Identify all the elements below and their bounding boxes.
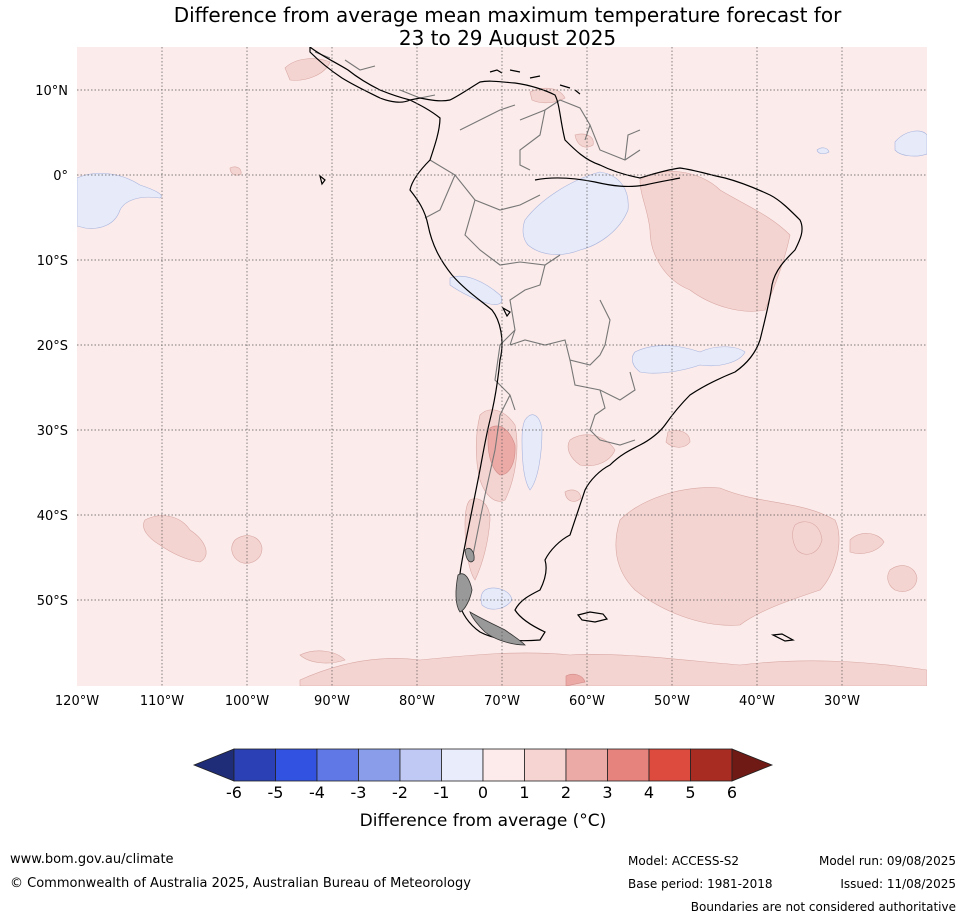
issued-text: Issued: 11/08/2025 (840, 877, 956, 891)
lat-label-30s: 30°S (37, 424, 68, 439)
disclaimer-text: Boundaries are not considered authoritat… (690, 900, 956, 914)
colorbar-tick-label: -4 (309, 783, 325, 802)
lon-label-90w: 90°W (314, 694, 350, 709)
coastlines (309, 47, 803, 642)
coast-lake-titicaca (501, 306, 511, 318)
warm-area-pacific-2 (231, 535, 263, 564)
title-line-2: 23 to 29 August 2025 (398, 26, 617, 50)
colorbar-segment (441, 748, 484, 782)
coast-amazon-river (534, 177, 681, 188)
lon-label-60w: 60°W (569, 694, 605, 709)
cool-area-bolivia (449, 275, 503, 305)
colorbar-tick-label: -3 (351, 783, 367, 802)
colorbar-tick-label: 0 (478, 783, 488, 802)
lat-label-40s: 40°S (37, 509, 68, 524)
coast-caribbean-islands (489, 69, 581, 95)
lat-label-50s: 50°S (37, 594, 68, 609)
base-period-text: Base period: 1981-2018 (628, 877, 773, 891)
strong-warm-area-southern-ocean (565, 673, 586, 686)
warm-area-east-atlantic (887, 565, 918, 592)
colorbar-segment (607, 748, 650, 782)
warm-area-atlantic-small-2 (849, 533, 885, 554)
lon-label-100w: 100°W (225, 694, 269, 709)
chile-fjords (455, 547, 526, 646)
website-text: www.bom.gov.au/climate (10, 852, 174, 867)
coast-galapagos (318, 174, 326, 186)
lat-label-10n: 10°N (35, 84, 68, 99)
colorbar-tick-label: 2 (561, 783, 571, 802)
strong-warm-area-central-chile (487, 425, 516, 476)
lon-label-80w: 80°W (399, 694, 435, 709)
coast-central-america (309, 47, 412, 103)
colorbar-segment (399, 748, 442, 782)
latitude-labels: 10°N 0° 10°S 20°S 30°S 40°S 50°S (35, 84, 68, 609)
colorbar-segment (233, 748, 276, 782)
cool-area-equatorial-atlantic (894, 130, 927, 157)
colorbar-segment (482, 748, 525, 782)
warm-area-brazil-northeast (639, 170, 791, 312)
warm-area-pacific-3 (299, 650, 346, 664)
cool-area-atlantic-small (816, 147, 830, 155)
warm-area-southern-ocean (299, 652, 927, 686)
colorbar-segment (565, 748, 608, 782)
colorbar-segment (648, 748, 691, 782)
warm-area-caribbean (284, 58, 331, 81)
colorbar-segment (358, 748, 401, 782)
colorbar-extend-low (192, 748, 235, 782)
lon-label-30w: 30°W (824, 694, 860, 709)
cool-area-brazil-southeast (631, 345, 746, 374)
warm-area-argentina-small (564, 489, 582, 502)
copyright-text: © Commonwealth of Australia 2025, Austra… (10, 876, 471, 891)
cool-anomaly-areas (77, 130, 927, 610)
cool-area-east-pacific (77, 173, 162, 229)
lon-label-50w: 50°W (654, 694, 690, 709)
colorbar-tick-label: -5 (268, 783, 284, 802)
title-line-1: Difference from average mean maximum tem… (173, 3, 842, 27)
cool-area-argentina (521, 414, 543, 491)
colorbar-tick-label: 4 (644, 783, 654, 802)
colorbar-segment (275, 748, 318, 782)
model-run-text: Model run: 09/08/2025 (818, 854, 956, 868)
warm-area-uruguay (567, 434, 616, 467)
model-text: Model: ACCESS-S2 (628, 854, 740, 868)
colorbar-tick-label: -2 (392, 783, 408, 802)
colorbar-tick-label: 3 (602, 783, 612, 802)
lon-label-70w: 70°W (484, 694, 520, 709)
colorbar (192, 748, 774, 782)
coast-south-georgia (770, 633, 795, 642)
lon-label-110w: 110°W (140, 694, 184, 709)
colorbar-tick-label: 1 (519, 783, 529, 802)
lon-label-40w: 40°W (739, 694, 775, 709)
colorbar-tick-label: -6 (226, 783, 242, 802)
warm-area-south-atlantic (615, 487, 840, 626)
lat-label-20s: 20°S (37, 339, 68, 354)
national-borders (314, 51, 641, 561)
colorbar-label: Difference from average (°C) (360, 811, 607, 831)
warm-area-guiana (574, 133, 594, 148)
lat-label-10s: 10°S (37, 254, 68, 269)
colorbar-tick-label: -1 (434, 783, 450, 802)
cool-area-amazon (522, 171, 629, 255)
lat-label-0: 0° (53, 169, 68, 184)
graticule (77, 47, 927, 686)
coast-south-america (408, 80, 803, 642)
warm-area-atlantic-small (792, 521, 823, 555)
warm-area-pacific-1 (143, 515, 207, 563)
lon-label-120w: 120°W (55, 694, 99, 709)
warm-area-pacific-4 (229, 166, 242, 176)
colorbar-tick-labels: -6 -5 -4 -3 -2 -1 0 1 2 3 4 5 6 (226, 783, 737, 802)
strong-warm-anomaly-areas (487, 425, 586, 686)
colorbar-tick-label: 6 (727, 783, 737, 802)
map-title: Difference from average mean maximum tem… (0, 4, 965, 50)
coast-falklands (576, 611, 609, 623)
longitude-labels: 120°W 110°W 100°W 90°W 80°W 70°W 60°W 50… (55, 694, 860, 709)
cool-area-patagonia-south (480, 587, 513, 610)
colorbar-segment (690, 748, 733, 782)
colorbar-extend-high (731, 748, 774, 782)
colorbar-tick-label: 5 (685, 783, 695, 802)
colorbar-segment (316, 748, 359, 782)
colorbar-segment (524, 748, 567, 782)
